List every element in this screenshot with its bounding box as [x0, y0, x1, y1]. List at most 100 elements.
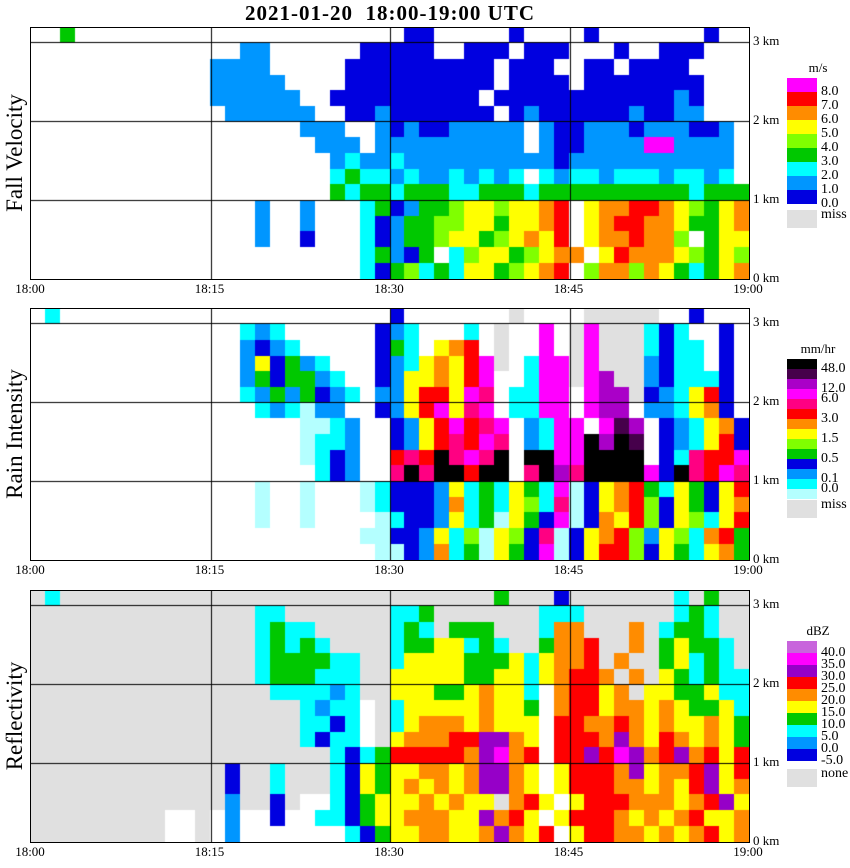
y-axis-title-fall-velocity: Fall Velocity — [2, 93, 27, 212]
legend-swatch — [787, 379, 817, 389]
legend-label: 6.0 — [821, 391, 839, 406]
plot-area-reflectivity — [30, 590, 750, 843]
x-tick-label: 18:30 — [374, 844, 404, 859]
x-tick-label: 18:30 — [374, 562, 404, 577]
legend-label: 3.0 — [821, 411, 839, 426]
x-tick-label: 19:00 — [733, 281, 763, 296]
x-tick-label: 18:00 — [15, 562, 45, 577]
legend-missing-swatch — [787, 500, 817, 518]
y-tick-label: 3 km — [753, 314, 780, 329]
legend-label: 40.0 — [821, 645, 846, 660]
legend-swatch — [787, 399, 817, 409]
legend-label: 25.0 — [821, 681, 846, 696]
legend-label: 10.0 — [821, 717, 846, 732]
legend-label: 30.0 — [821, 669, 846, 684]
legend-swatch — [787, 725, 817, 737]
legend-label: 15.0 — [821, 705, 846, 720]
y-axis-title-reflectivity: Reflectivity — [2, 661, 27, 770]
legend-missing-label: miss — [821, 497, 847, 512]
legend-missing-swatch — [787, 769, 817, 787]
legend-swatch — [787, 737, 817, 749]
panel-reflectivity: Reflectivity 3 km 2 km 1 km 0 km 18:00 18:15 18… — [0, 590, 850, 859]
legend-unit-rain-intensity: mm/hr — [800, 341, 836, 356]
legend-swatch — [787, 369, 817, 379]
legend-label: 1.5 — [821, 431, 839, 446]
x-tick-label: 18:30 — [374, 281, 404, 296]
legend-label: 7.0 — [821, 98, 839, 113]
x-tick-label: 18:45 — [553, 562, 584, 577]
legend-label: 35.0 — [821, 657, 846, 672]
x-tick-label: 18:00 — [15, 844, 45, 859]
plot-area-rain-intensity — [30, 308, 750, 561]
y-tick-label: 3 km — [753, 596, 780, 611]
legend-swatch — [787, 449, 817, 459]
legend-label: 0.1 — [821, 471, 839, 486]
heatmap-rain-intensity — [31, 309, 749, 560]
legend-label: 20.0 — [821, 693, 846, 708]
y-tick-label: 0 km — [753, 833, 780, 848]
legend-swatch — [787, 439, 817, 449]
legend-swatch — [787, 419, 817, 429]
x-tick-label: 18:00 — [15, 281, 45, 296]
legend-swatch — [787, 190, 817, 204]
x-tick-label: 19:00 — [733, 562, 763, 577]
legend-label: 12.0 — [821, 381, 846, 396]
page-title: 2021-01-20 18:00-19:00 UTC — [244, 1, 536, 25]
legend-swatch — [787, 78, 817, 92]
legend-label: 6.0 — [821, 112, 839, 127]
legend-missing-label: none — [821, 766, 849, 781]
legend-swatch — [787, 689, 817, 701]
legend-swatch — [787, 713, 817, 725]
legend-swatch — [787, 92, 817, 106]
legend-label: 3.0 — [821, 154, 839, 169]
heatmap-reflectivity — [31, 591, 749, 842]
legend-swatch — [787, 148, 817, 162]
legend-swatch — [787, 641, 817, 653]
legend-swatch — [787, 429, 817, 439]
y-tick-label: 2 km — [753, 112, 780, 127]
legend-label: 0.0 — [821, 741, 839, 756]
legend-swatch — [787, 469, 817, 479]
panel-fall-velocity: Fall Velocity 3 km 2 km 1 km 0 km 18:00 18:15 1… — [0, 27, 850, 296]
legend-missing-swatch — [787, 210, 817, 228]
legend-label: 1.0 — [821, 182, 839, 197]
legend-swatch — [787, 359, 817, 369]
plot-area-fall-velocity — [30, 27, 750, 280]
y-tick-label: 2 km — [753, 393, 780, 408]
legend-swatch — [787, 120, 817, 134]
legend-swatch — [787, 479, 817, 489]
y-tick-label: 1 km — [753, 191, 780, 206]
legend-label: 5.0 — [821, 126, 839, 141]
y-tick-label: 0 km — [753, 551, 780, 566]
legend-label: 4.0 — [821, 140, 839, 155]
heatmap-fall-velocity — [31, 28, 749, 279]
x-tick-label: 18:15 — [194, 844, 225, 859]
legend-swatch — [787, 162, 817, 176]
legend-label: 5.0 — [821, 729, 839, 744]
y-tick-label: 1 km — [753, 472, 780, 487]
legend-swatch — [787, 459, 817, 469]
legend-swatch — [787, 701, 817, 713]
y-axis-title-rain-intensity: Rain Intensity — [2, 368, 27, 499]
legend-label: -5.0 — [821, 753, 844, 768]
y-tick-label: 3 km — [753, 33, 780, 48]
y-tick-label: 2 km — [753, 675, 780, 690]
x-tick-label: 18:15 — [194, 281, 225, 296]
legend-swatch — [787, 653, 817, 665]
x-tick-label: 18:45 — [553, 844, 584, 859]
legend-swatch — [787, 665, 817, 677]
legend-swatch — [787, 106, 817, 120]
legend-label: 0.0 — [821, 481, 839, 496]
legend-swatch — [787, 389, 817, 399]
legend-label: 48.0 — [821, 361, 846, 376]
legend-unit-fall-velocity: m/s — [808, 60, 828, 75]
x-tick-label: 18:45 — [553, 281, 584, 296]
legend-missing-label: miss — [821, 207, 847, 222]
y-tick-label: 1 km — [753, 754, 780, 769]
x-tick-label: 18:15 — [194, 562, 225, 577]
legend-swatch — [787, 749, 817, 761]
legend-label: 0.0 — [821, 196, 839, 211]
panel-rain-intensity: Rain Intensity 3 km 2 km 1 km 0 km 18:00 18:15… — [0, 308, 850, 577]
y-tick-label: 0 km — [753, 270, 780, 285]
